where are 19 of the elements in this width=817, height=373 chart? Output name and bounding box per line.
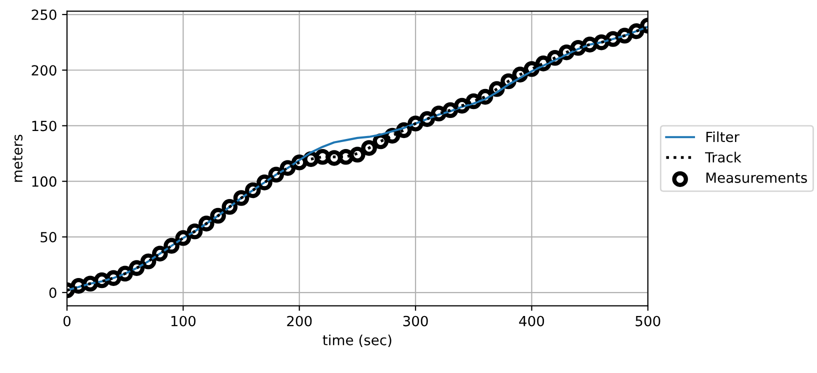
- x-tick-label: 100: [171, 316, 196, 326]
- x-tick-label: 500: [636, 316, 660, 326]
- x-tick-label: 0: [63, 316, 70, 326]
- legend-label: Measurements: [706, 172, 807, 183]
- x-tick-label: 400: [519, 316, 544, 326]
- y-tick-label: 250: [32, 9, 56, 20]
- y-tick-label: 50: [40, 232, 56, 242]
- y-axis-title: meters: [12, 134, 23, 182]
- y-tick-label: 100: [32, 176, 56, 187]
- legend-label: Filter: [706, 131, 740, 142]
- point: [361, 140, 377, 156]
- y-tick-label: 200: [32, 65, 56, 76]
- y-tick-label: 0: [49, 287, 56, 298]
- point: [350, 146, 366, 163]
- x-tick-label: 300: [403, 316, 428, 326]
- x-axis-title: time (sec): [322, 334, 392, 347]
- x-tick-label: 200: [287, 316, 312, 326]
- y-tick-label: 150: [32, 120, 56, 132]
- legend-label: Track: [705, 152, 742, 163]
